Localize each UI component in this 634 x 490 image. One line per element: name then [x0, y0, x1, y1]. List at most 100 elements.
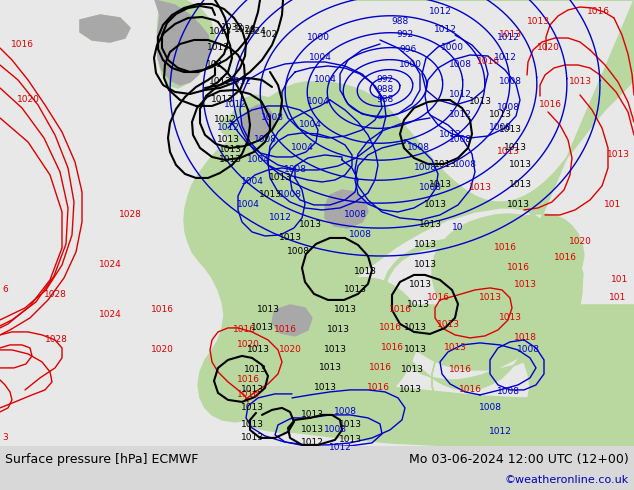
Text: 1012: 1012: [209, 77, 231, 86]
Text: 1008: 1008: [448, 60, 472, 70]
Text: 1013: 1013: [240, 433, 264, 442]
Text: 1000: 1000: [399, 60, 422, 70]
Text: 1013: 1013: [339, 420, 361, 429]
Text: 1016: 1016: [150, 305, 174, 315]
Text: 1013: 1013: [607, 150, 630, 159]
Text: 1018: 1018: [514, 333, 536, 343]
Text: 1013: 1013: [313, 383, 337, 392]
Text: 1013: 1013: [403, 345, 427, 354]
Polygon shape: [155, 0, 210, 85]
Text: 1016: 1016: [477, 57, 500, 67]
Text: 1013: 1013: [243, 366, 266, 374]
Text: 1012: 1012: [269, 214, 292, 222]
Text: 1012: 1012: [429, 7, 451, 17]
Text: 1004: 1004: [240, 177, 264, 187]
Text: 1013: 1013: [408, 280, 432, 290]
Text: 1016: 1016: [507, 264, 529, 272]
Text: 1012: 1012: [449, 110, 472, 120]
Text: 1004: 1004: [314, 75, 337, 84]
Text: 101: 101: [609, 294, 626, 302]
Text: Surface pressure [hPa] ECMWF: Surface pressure [hPa] ECMWF: [5, 453, 198, 466]
Text: 1008: 1008: [418, 183, 441, 193]
Text: 1004: 1004: [247, 155, 269, 165]
Text: 1016: 1016: [273, 325, 297, 335]
Text: 1012: 1012: [449, 91, 472, 99]
Polygon shape: [398, 354, 410, 364]
Text: 1016: 1016: [233, 325, 256, 335]
Text: 1013: 1013: [503, 144, 526, 152]
Text: 1016: 1016: [378, 323, 401, 332]
Text: 1000: 1000: [306, 33, 330, 43]
Text: 1012: 1012: [214, 116, 236, 124]
Text: 1013: 1013: [301, 425, 323, 435]
Text: 1013: 1013: [413, 261, 436, 270]
Text: 101: 101: [611, 275, 629, 284]
Text: 1028: 1028: [233, 25, 256, 34]
Polygon shape: [80, 15, 130, 42]
Text: 101: 101: [604, 200, 621, 209]
Text: 1008: 1008: [349, 230, 372, 240]
Text: 1020: 1020: [236, 341, 259, 349]
Text: 1020: 1020: [536, 44, 559, 52]
Text: 1013: 1013: [240, 420, 264, 429]
Text: 1013: 1013: [469, 98, 491, 106]
Text: 1020: 1020: [16, 96, 39, 104]
Text: 1008: 1008: [333, 407, 356, 416]
Text: 1013: 1013: [250, 323, 273, 332]
Polygon shape: [272, 305, 312, 336]
Text: 1008: 1008: [287, 247, 309, 256]
Text: 1016: 1016: [389, 305, 411, 315]
Text: 988: 988: [377, 85, 394, 95]
Text: 1008: 1008: [498, 77, 522, 86]
Text: 1008: 1008: [344, 210, 366, 220]
Text: 1016: 1016: [458, 386, 481, 394]
Polygon shape: [230, 95, 285, 158]
Text: 1013: 1013: [569, 77, 592, 86]
Text: 1013: 1013: [496, 147, 519, 156]
Text: 988: 988: [391, 18, 409, 26]
Text: 1013: 1013: [498, 314, 522, 322]
Text: 1008: 1008: [517, 345, 540, 354]
Text: 1024: 1024: [99, 311, 121, 319]
Text: 1013: 1013: [247, 345, 269, 354]
Text: 1016: 1016: [427, 294, 450, 302]
Text: 102: 102: [207, 60, 224, 70]
Polygon shape: [220, 113, 242, 138]
Text: 1013: 1013: [526, 18, 550, 26]
Text: 3: 3: [2, 433, 8, 442]
Text: 1032: 1032: [221, 24, 243, 32]
Text: 1000: 1000: [441, 44, 463, 52]
Text: 996: 996: [399, 46, 417, 54]
Text: 1004: 1004: [290, 144, 313, 152]
Text: 1008: 1008: [323, 425, 347, 435]
Text: 1008: 1008: [283, 166, 306, 174]
Text: 1013: 1013: [434, 160, 456, 170]
Polygon shape: [187, 58, 196, 66]
Text: 1004: 1004: [309, 53, 332, 63]
Polygon shape: [325, 190, 368, 228]
Text: 1008: 1008: [489, 123, 512, 132]
Text: 1012: 1012: [217, 123, 240, 132]
Text: 1013: 1013: [514, 280, 536, 290]
Text: 1008: 1008: [479, 403, 501, 413]
Text: 1012: 1012: [439, 130, 462, 140]
Text: 1004: 1004: [307, 98, 330, 106]
Text: 1013: 1013: [259, 191, 281, 199]
Text: 992: 992: [377, 75, 394, 84]
Text: 1013: 1013: [219, 146, 242, 154]
Text: 1013: 1013: [508, 180, 531, 190]
Polygon shape: [355, 344, 368, 354]
Text: 1012: 1012: [301, 439, 323, 447]
Text: 1013: 1013: [479, 294, 501, 302]
Text: 1016: 1016: [448, 366, 472, 374]
Text: 1013: 1013: [444, 343, 467, 352]
Text: 1008: 1008: [496, 103, 519, 113]
Text: 1013: 1013: [299, 220, 321, 229]
Text: 1016: 1016: [368, 364, 392, 372]
Text: 1013: 1013: [323, 345, 347, 354]
Text: 1013: 1013: [418, 220, 441, 229]
Text: 1016: 1016: [366, 383, 389, 392]
Text: 1013: 1013: [489, 110, 512, 120]
Polygon shape: [240, 370, 634, 446]
Text: 1012: 1012: [493, 53, 517, 63]
